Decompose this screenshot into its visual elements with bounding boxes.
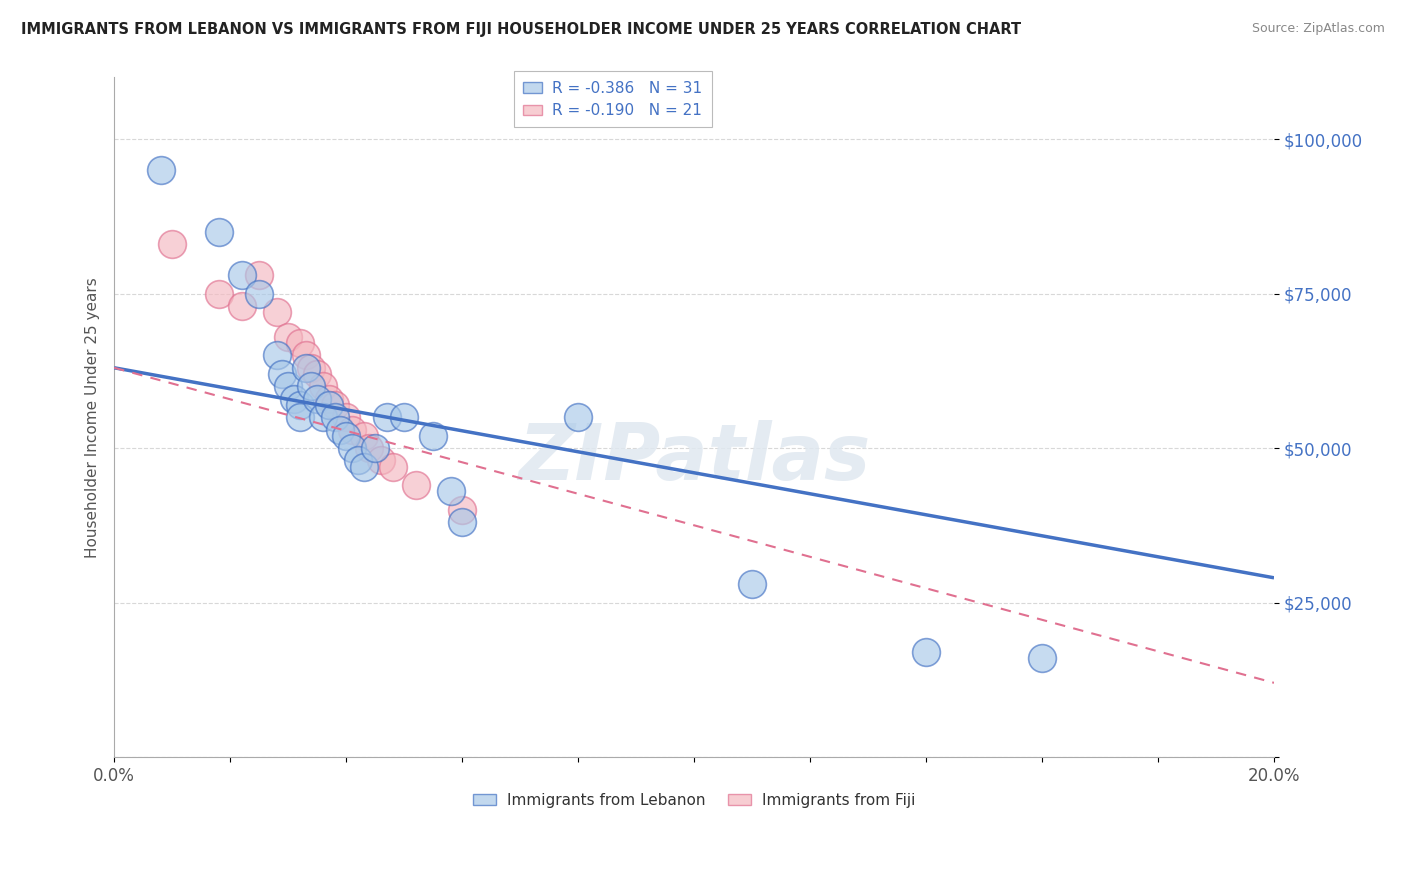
Point — [353, 459, 375, 474]
Point — [439, 484, 461, 499]
Point — [277, 379, 299, 393]
Point — [370, 453, 392, 467]
Point — [299, 379, 322, 393]
Point — [294, 348, 316, 362]
Point — [353, 428, 375, 442]
Point — [422, 428, 444, 442]
Point — [149, 163, 172, 178]
Point — [312, 379, 335, 393]
Point — [318, 398, 340, 412]
Point — [405, 478, 427, 492]
Point — [207, 225, 229, 239]
Point — [451, 515, 474, 529]
Point — [307, 367, 329, 381]
Point — [299, 360, 322, 375]
Point — [375, 410, 398, 425]
Point — [271, 367, 294, 381]
Point — [340, 441, 363, 455]
Point — [160, 237, 183, 252]
Point — [312, 410, 335, 425]
Point — [277, 330, 299, 344]
Point — [335, 428, 357, 442]
Point — [288, 398, 311, 412]
Point — [392, 410, 415, 425]
Point — [346, 453, 368, 467]
Point — [1031, 651, 1053, 665]
Point — [288, 410, 311, 425]
Legend: Immigrants from Lebanon, Immigrants from Fiji: Immigrants from Lebanon, Immigrants from… — [467, 787, 921, 814]
Point — [207, 286, 229, 301]
Point — [231, 268, 253, 282]
Point — [340, 423, 363, 437]
Text: ZIPatlas: ZIPatlas — [517, 420, 870, 496]
Point — [266, 305, 288, 319]
Y-axis label: Householder Income Under 25 years: Householder Income Under 25 years — [86, 277, 100, 558]
Text: IMMIGRANTS FROM LEBANON VS IMMIGRANTS FROM FIJI HOUSEHOLDER INCOME UNDER 25 YEAR: IMMIGRANTS FROM LEBANON VS IMMIGRANTS FR… — [21, 22, 1021, 37]
Point — [359, 441, 381, 455]
Point — [247, 286, 270, 301]
Point — [323, 398, 346, 412]
Point — [283, 392, 305, 406]
Point — [266, 348, 288, 362]
Point — [364, 441, 387, 455]
Point — [288, 336, 311, 351]
Point — [247, 268, 270, 282]
Point — [381, 459, 404, 474]
Point — [567, 410, 589, 425]
Point — [294, 360, 316, 375]
Point — [451, 503, 474, 517]
Point — [318, 392, 340, 406]
Point — [741, 577, 763, 591]
Text: Source: ZipAtlas.com: Source: ZipAtlas.com — [1251, 22, 1385, 36]
Point — [329, 423, 352, 437]
Point — [335, 410, 357, 425]
Point — [231, 299, 253, 313]
Point — [323, 410, 346, 425]
Point — [307, 392, 329, 406]
Point — [915, 645, 938, 659]
